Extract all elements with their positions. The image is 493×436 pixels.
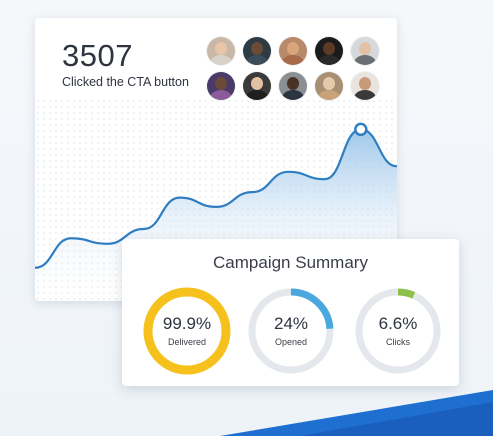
gauge-label: Delivered	[167, 337, 207, 347]
gauge-label: Opened	[274, 337, 308, 347]
person-avatar-icon[interactable]	[351, 72, 379, 100]
person-avatar-icon[interactable]	[207, 72, 235, 100]
avatar-shoulders	[210, 55, 232, 65]
avatar-head	[287, 77, 299, 90]
gauge-value: 6.6%	[378, 314, 418, 333]
avatar-shoulders	[246, 55, 268, 65]
gauge-progress-arc	[248, 288, 334, 374]
summary-title: Campaign Summary	[213, 253, 368, 272]
avatar-head	[323, 42, 335, 55]
gauge-delivered[interactable]: 99.9% Delivered	[142, 286, 232, 376]
gauge-progress-arc	[355, 288, 441, 374]
avatar-head	[251, 42, 263, 55]
gauge-value: 99.9%	[162, 314, 212, 333]
avatar-shoulders	[246, 90, 268, 100]
gauge-value: 24%	[273, 314, 309, 333]
person-avatar-icon[interactable]	[279, 37, 307, 65]
avatar-head	[287, 42, 299, 55]
metric-label: Clicked the CTA button	[62, 75, 189, 89]
avatar-head	[215, 77, 227, 90]
person-avatar-icon[interactable]	[207, 37, 235, 65]
person-avatar-icon[interactable]	[243, 72, 271, 100]
gauge-ring	[355, 288, 441, 374]
campaign-summary-card: Campaign Summary 99.9% Delivered 24% Ope…	[122, 239, 459, 386]
gauge-label: Clicks	[386, 337, 410, 347]
avatar-shoulders	[354, 55, 376, 65]
metric-block: 3507 Clicked the CTA button	[62, 40, 189, 89]
avatar-head	[251, 77, 263, 90]
person-avatar-icon[interactable]	[315, 72, 343, 100]
avatar-shoulders	[282, 90, 304, 100]
avatar-head	[359, 77, 371, 90]
chart-series-line	[35, 128, 397, 269]
person-avatar-icon[interactable]	[351, 37, 379, 65]
metric-value: 3507	[62, 38, 133, 73]
avatar-shoulders	[282, 55, 304, 65]
person-avatar-icon[interactable]	[279, 72, 307, 100]
avatar-shoulders	[318, 55, 340, 65]
gauge-ring	[248, 288, 334, 374]
avatar-shoulders	[318, 90, 340, 100]
person-avatar-icon[interactable]	[243, 37, 271, 65]
avatar-shoulders	[210, 90, 232, 100]
avatar-head	[359, 42, 371, 55]
chart-highlight-point[interactable]	[354, 122, 368, 137]
avatar-shoulders	[354, 90, 376, 100]
person-avatar-icon[interactable]	[315, 37, 343, 65]
avatar-grid	[207, 37, 385, 100]
avatar-head	[323, 77, 335, 90]
gauge-clicks[interactable]: 6.6% Clicks	[353, 286, 443, 376]
gauge-progress-arc	[143, 287, 231, 375]
gauge-ring	[143, 287, 231, 375]
gauge-opened[interactable]: 24% Opened	[246, 286, 336, 376]
avatar-head	[215, 42, 227, 55]
